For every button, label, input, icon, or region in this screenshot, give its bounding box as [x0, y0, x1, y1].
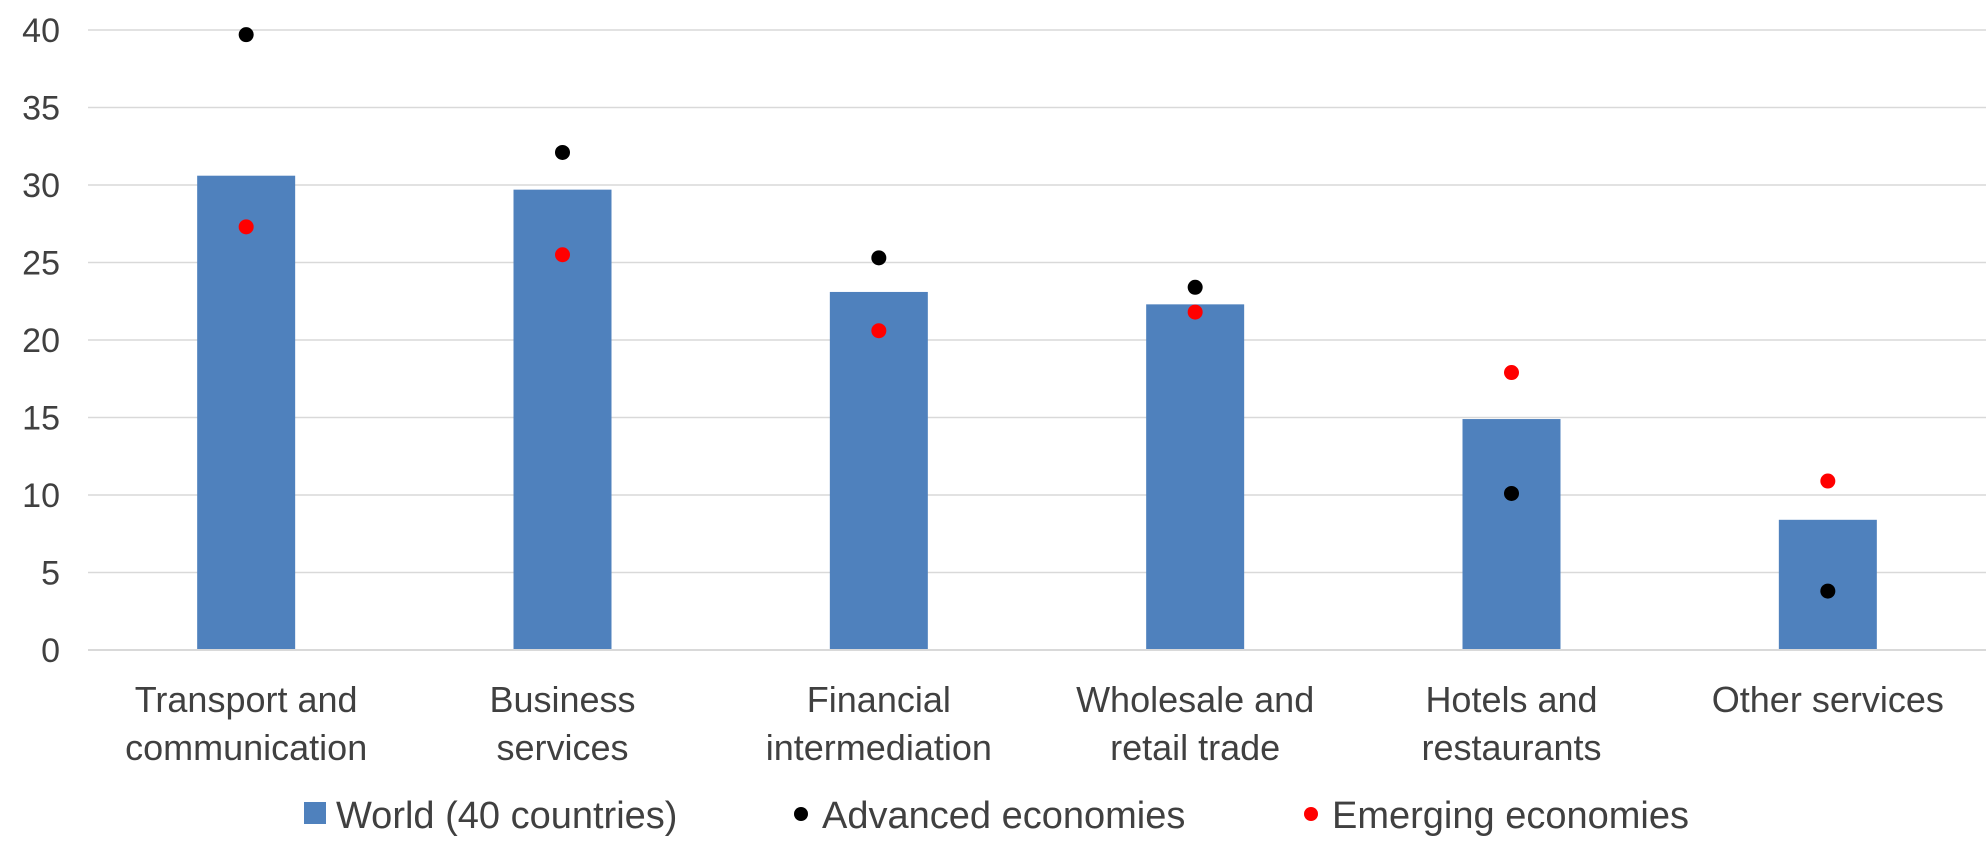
category-labels: Transport and communication Business servic…	[125, 679, 1944, 768]
y-tick-label: 25	[22, 245, 60, 283]
legend-label: World (40 countries)	[336, 795, 677, 837]
y-tick-label: 40	[22, 12, 60, 50]
bar-world	[1462, 419, 1561, 650]
dot-advanced	[1504, 485, 1519, 501]
bar-world	[513, 189, 612, 650]
dot-emerging	[1820, 473, 1836, 489]
x-category-label: Other services	[1712, 679, 1944, 720]
bar-world	[197, 175, 296, 650]
legend-swatch-world	[304, 802, 326, 824]
legend-label: Advanced economies	[822, 795, 1185, 837]
y-tick-label: 5	[41, 555, 60, 593]
y-tick-label: 0	[41, 632, 60, 670]
bar-world	[829, 291, 928, 650]
y-tick-label: 10	[22, 477, 60, 515]
dot-advanced	[238, 27, 254, 43]
dot-emerging	[871, 323, 887, 339]
legend-label: Emerging economies	[1332, 795, 1689, 837]
dot-emerging	[1187, 304, 1203, 320]
legend-swatch-emerging	[1304, 807, 1318, 821]
dot-emerging	[555, 247, 570, 263]
dot-series	[238, 27, 1836, 599]
bar-series	[197, 175, 1877, 650]
dot-emerging	[238, 219, 254, 235]
x-category-label: Wholesale and retail trade	[1076, 679, 1314, 768]
dot-advanced	[1820, 583, 1836, 599]
legend-swatch-advanced	[794, 807, 808, 821]
x-category-label: Business services	[489, 679, 635, 768]
dot-advanced	[871, 250, 887, 266]
dot-advanced	[555, 144, 570, 160]
y-tick-label: 35	[22, 90, 60, 128]
x-category-label: Transport and communication	[125, 679, 367, 768]
x-category-label: Hotels and restaurants	[1421, 679, 1601, 768]
dot-emerging	[1504, 365, 1519, 381]
x-category-label: Financial intermediation	[766, 679, 992, 768]
gridlines	[88, 29, 1986, 574]
dot-advanced	[1187, 279, 1203, 295]
y-tick-label: 30	[22, 167, 60, 205]
legend: World (40 countries) Advanced economies Em…	[304, 795, 1689, 837]
y-tick-label: 15	[22, 400, 60, 438]
bar-world	[1146, 304, 1245, 650]
y-tick-label: 20	[22, 322, 60, 360]
y-axis-ticks: 0 5 10 15 20 25 30 35 40	[22, 12, 60, 670]
